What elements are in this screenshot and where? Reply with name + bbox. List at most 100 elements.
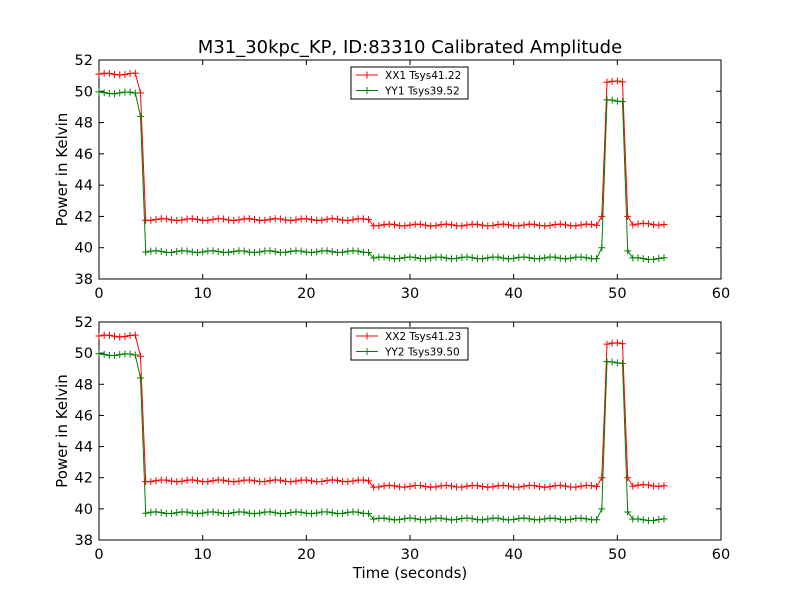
- data-point: [598, 474, 606, 482]
- data-point: [608, 358, 616, 366]
- data-point: [209, 215, 217, 223]
- data-point: [365, 510, 373, 518]
- data-point: [136, 112, 144, 120]
- data-point: [458, 483, 466, 491]
- legend-label: YY1 Tsys39.52: [384, 86, 460, 98]
- data-point: [199, 509, 207, 517]
- data-point: [536, 483, 544, 491]
- data-point: [111, 332, 119, 340]
- data-point: [489, 222, 497, 230]
- data-point: [380, 253, 388, 261]
- data-point: [173, 478, 181, 486]
- data-point: [111, 352, 119, 360]
- data-point: [432, 222, 440, 230]
- data-point: [297, 508, 305, 516]
- data-point: [375, 483, 383, 491]
- legend-marker: [363, 87, 371, 94]
- data-point: [142, 248, 150, 256]
- data-point: [567, 515, 575, 523]
- y-tick-label: 50: [75, 346, 93, 362]
- data-point: [593, 516, 601, 524]
- data-point: [354, 247, 362, 255]
- data-point: [375, 222, 383, 230]
- data-point: [193, 477, 201, 485]
- data-point: [525, 254, 533, 262]
- data-point: [593, 221, 601, 229]
- data-point: [287, 478, 295, 486]
- legend-box: [350, 66, 469, 100]
- data-point: [406, 514, 414, 522]
- data-point: [401, 222, 409, 230]
- data-point: [240, 247, 248, 255]
- data-point: [396, 254, 404, 262]
- data-point: [406, 482, 414, 490]
- data-point: [437, 514, 445, 522]
- x-tick-label: 10: [193, 286, 211, 302]
- data-point: [251, 249, 258, 257]
- data-point: [302, 476, 310, 484]
- legend-label: YY2 Tsys39.50: [384, 347, 460, 359]
- data-point: [494, 253, 502, 261]
- data-point: [219, 476, 227, 484]
- data-point: [582, 515, 590, 523]
- data-point: [639, 516, 647, 524]
- data-point: [530, 220, 538, 228]
- data-point: [287, 509, 295, 517]
- data-point: [546, 483, 554, 491]
- data-point: [504, 482, 512, 490]
- data-point: [188, 248, 196, 256]
- data-point: [416, 482, 424, 490]
- data-point: [157, 509, 165, 517]
- data-point: [292, 477, 300, 485]
- y-tick-label: 42: [75, 471, 93, 487]
- data-point: [225, 510, 233, 518]
- data-point: [230, 478, 238, 486]
- data-point: [344, 247, 352, 255]
- y-tick-label: 40: [75, 241, 93, 257]
- data-point: [624, 212, 632, 220]
- x-tick-label: 60: [712, 286, 730, 302]
- data-point: [567, 254, 575, 262]
- data-point: [453, 254, 461, 262]
- data-point: [323, 247, 331, 255]
- data-point: [230, 216, 238, 224]
- data-point: [556, 220, 564, 228]
- data-point: [411, 254, 419, 262]
- y-tick-label: 48: [75, 116, 93, 132]
- data-point: [385, 481, 393, 489]
- data-point: [173, 216, 181, 224]
- data-point: [603, 78, 611, 86]
- x-tick-label: 30: [401, 547, 419, 563]
- data-point: [515, 483, 523, 491]
- data-point: [598, 212, 606, 220]
- x-tick-label: 0: [94, 286, 103, 302]
- data-point: [520, 514, 528, 522]
- data-point: [650, 516, 658, 524]
- data-point: [157, 247, 165, 255]
- data-point: [390, 221, 398, 229]
- data-point: [313, 509, 321, 517]
- y-tick-label: 38: [75, 533, 93, 549]
- data-point: [225, 477, 233, 485]
- data-point: [235, 216, 243, 224]
- data-point: [162, 215, 170, 223]
- data-point: [427, 515, 435, 523]
- legend-box: [350, 327, 469, 361]
- data-point: [365, 249, 373, 257]
- data-point: [644, 220, 652, 228]
- data-point: [494, 514, 502, 522]
- data-point: [193, 249, 201, 257]
- data-point: [411, 515, 419, 523]
- data-point: [245, 215, 253, 223]
- x-tick-label: 0: [94, 547, 103, 563]
- data-point: [209, 508, 217, 516]
- data-point: [556, 254, 564, 262]
- data-point: [629, 482, 637, 490]
- legend-label: XX1 Tsys41.22: [385, 70, 461, 82]
- data-point: [318, 216, 326, 224]
- data-point: [515, 222, 523, 230]
- data-point: [359, 476, 367, 484]
- data-point: [349, 477, 357, 485]
- data-point: [442, 515, 450, 523]
- data-point: [271, 509, 279, 517]
